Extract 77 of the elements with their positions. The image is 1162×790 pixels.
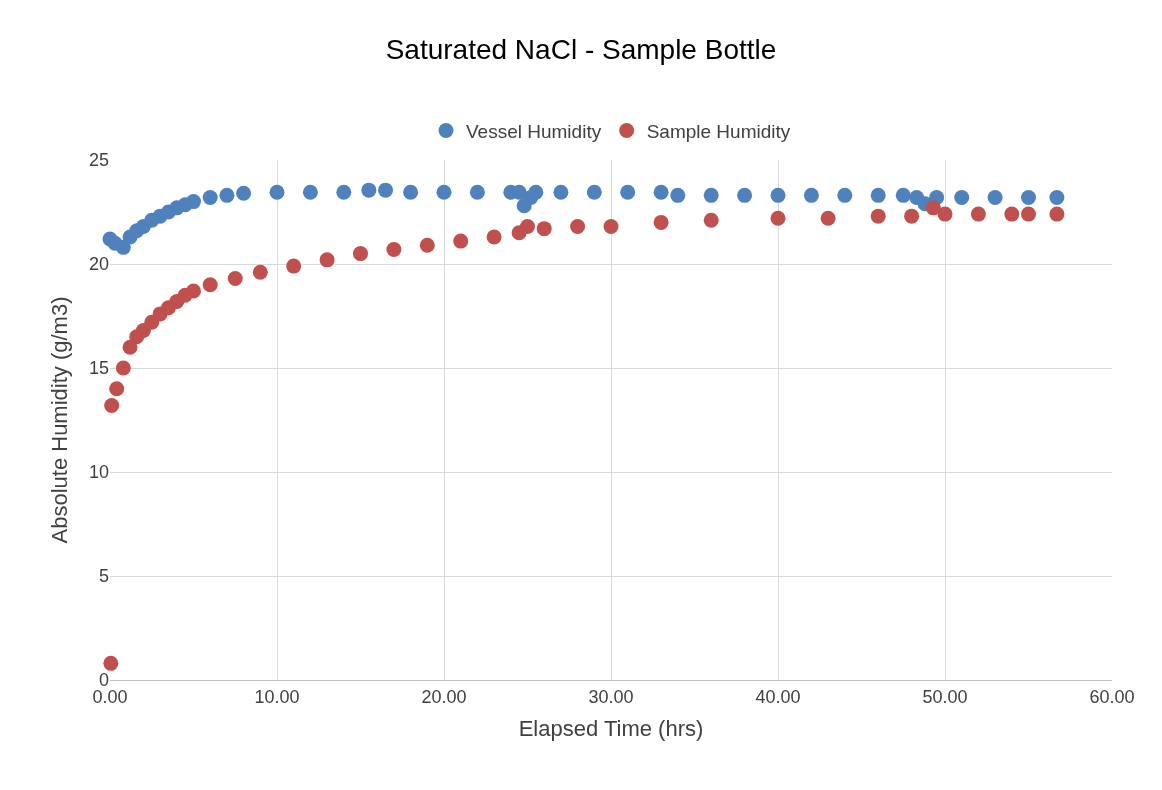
y-tick-label: 5 bbox=[98, 566, 109, 587]
point bbox=[378, 182, 394, 198]
point bbox=[870, 187, 886, 203]
point bbox=[904, 208, 920, 224]
point bbox=[236, 185, 252, 201]
point bbox=[386, 241, 402, 257]
point bbox=[703, 187, 719, 203]
point bbox=[186, 194, 201, 210]
point bbox=[770, 210, 786, 226]
x-tick-label: 20.00 bbox=[421, 686, 467, 707]
point bbox=[586, 184, 602, 200]
legend-label: Vessel Humidity bbox=[466, 120, 602, 142]
point bbox=[353, 246, 368, 262]
point bbox=[319, 252, 335, 268]
legend-label: Sample Humidity bbox=[646, 120, 791, 142]
x-tick-label: 50.00 bbox=[922, 686, 968, 707]
point bbox=[570, 219, 586, 235]
point bbox=[403, 184, 419, 200]
point bbox=[202, 189, 218, 205]
point bbox=[620, 184, 636, 200]
chart-title: Saturated NaCl - Sample Bottle bbox=[385, 34, 777, 66]
point bbox=[436, 184, 452, 200]
x-axis-title: Elapsed Time (hrs) bbox=[518, 716, 704, 742]
y-tick-label: 25 bbox=[88, 150, 109, 171]
point bbox=[1049, 189, 1065, 205]
point bbox=[987, 189, 1003, 205]
point bbox=[520, 219, 535, 235]
point bbox=[703, 212, 719, 228]
point bbox=[361, 182, 377, 198]
point bbox=[227, 271, 243, 287]
point bbox=[1004, 206, 1020, 222]
point bbox=[115, 239, 131, 255]
point bbox=[252, 264, 268, 280]
point bbox=[770, 187, 786, 203]
point bbox=[419, 237, 435, 253]
point bbox=[670, 187, 686, 203]
point bbox=[1049, 206, 1065, 222]
point bbox=[1021, 206, 1036, 222]
point bbox=[925, 200, 941, 216]
point bbox=[1021, 189, 1036, 205]
point bbox=[603, 219, 619, 235]
x-tick-label: 30.00 bbox=[588, 686, 634, 707]
point bbox=[653, 214, 669, 230]
point bbox=[870, 208, 886, 224]
point bbox=[553, 184, 569, 200]
point bbox=[937, 206, 953, 222]
point bbox=[219, 187, 235, 203]
point bbox=[453, 233, 469, 249]
point bbox=[186, 283, 201, 299]
y-tick-label: 15 bbox=[88, 358, 109, 379]
y-tick-label: 10 bbox=[88, 462, 109, 483]
point bbox=[954, 189, 970, 205]
point bbox=[653, 184, 669, 200]
point bbox=[528, 184, 544, 200]
point bbox=[820, 210, 836, 226]
point bbox=[486, 229, 502, 245]
point bbox=[103, 655, 119, 671]
point bbox=[536, 221, 552, 237]
point bbox=[104, 397, 120, 413]
point bbox=[803, 187, 819, 203]
point bbox=[970, 206, 986, 222]
point bbox=[336, 184, 352, 200]
point bbox=[895, 187, 911, 203]
point bbox=[269, 184, 285, 200]
point bbox=[737, 187, 753, 203]
point bbox=[115, 360, 131, 376]
point bbox=[302, 184, 318, 200]
point bbox=[469, 184, 485, 200]
y-axis-title: Absolute Humidity (g/m3) bbox=[46, 296, 72, 544]
point bbox=[202, 277, 218, 293]
point bbox=[109, 381, 125, 397]
point bbox=[837, 187, 853, 203]
x-tick-label: 60.00 bbox=[1089, 686, 1135, 707]
y-tick-label: 20 bbox=[88, 254, 109, 275]
point bbox=[286, 258, 302, 274]
x-tick-label: 40.00 bbox=[755, 686, 801, 707]
x-tick-label: 10.00 bbox=[254, 686, 300, 707]
